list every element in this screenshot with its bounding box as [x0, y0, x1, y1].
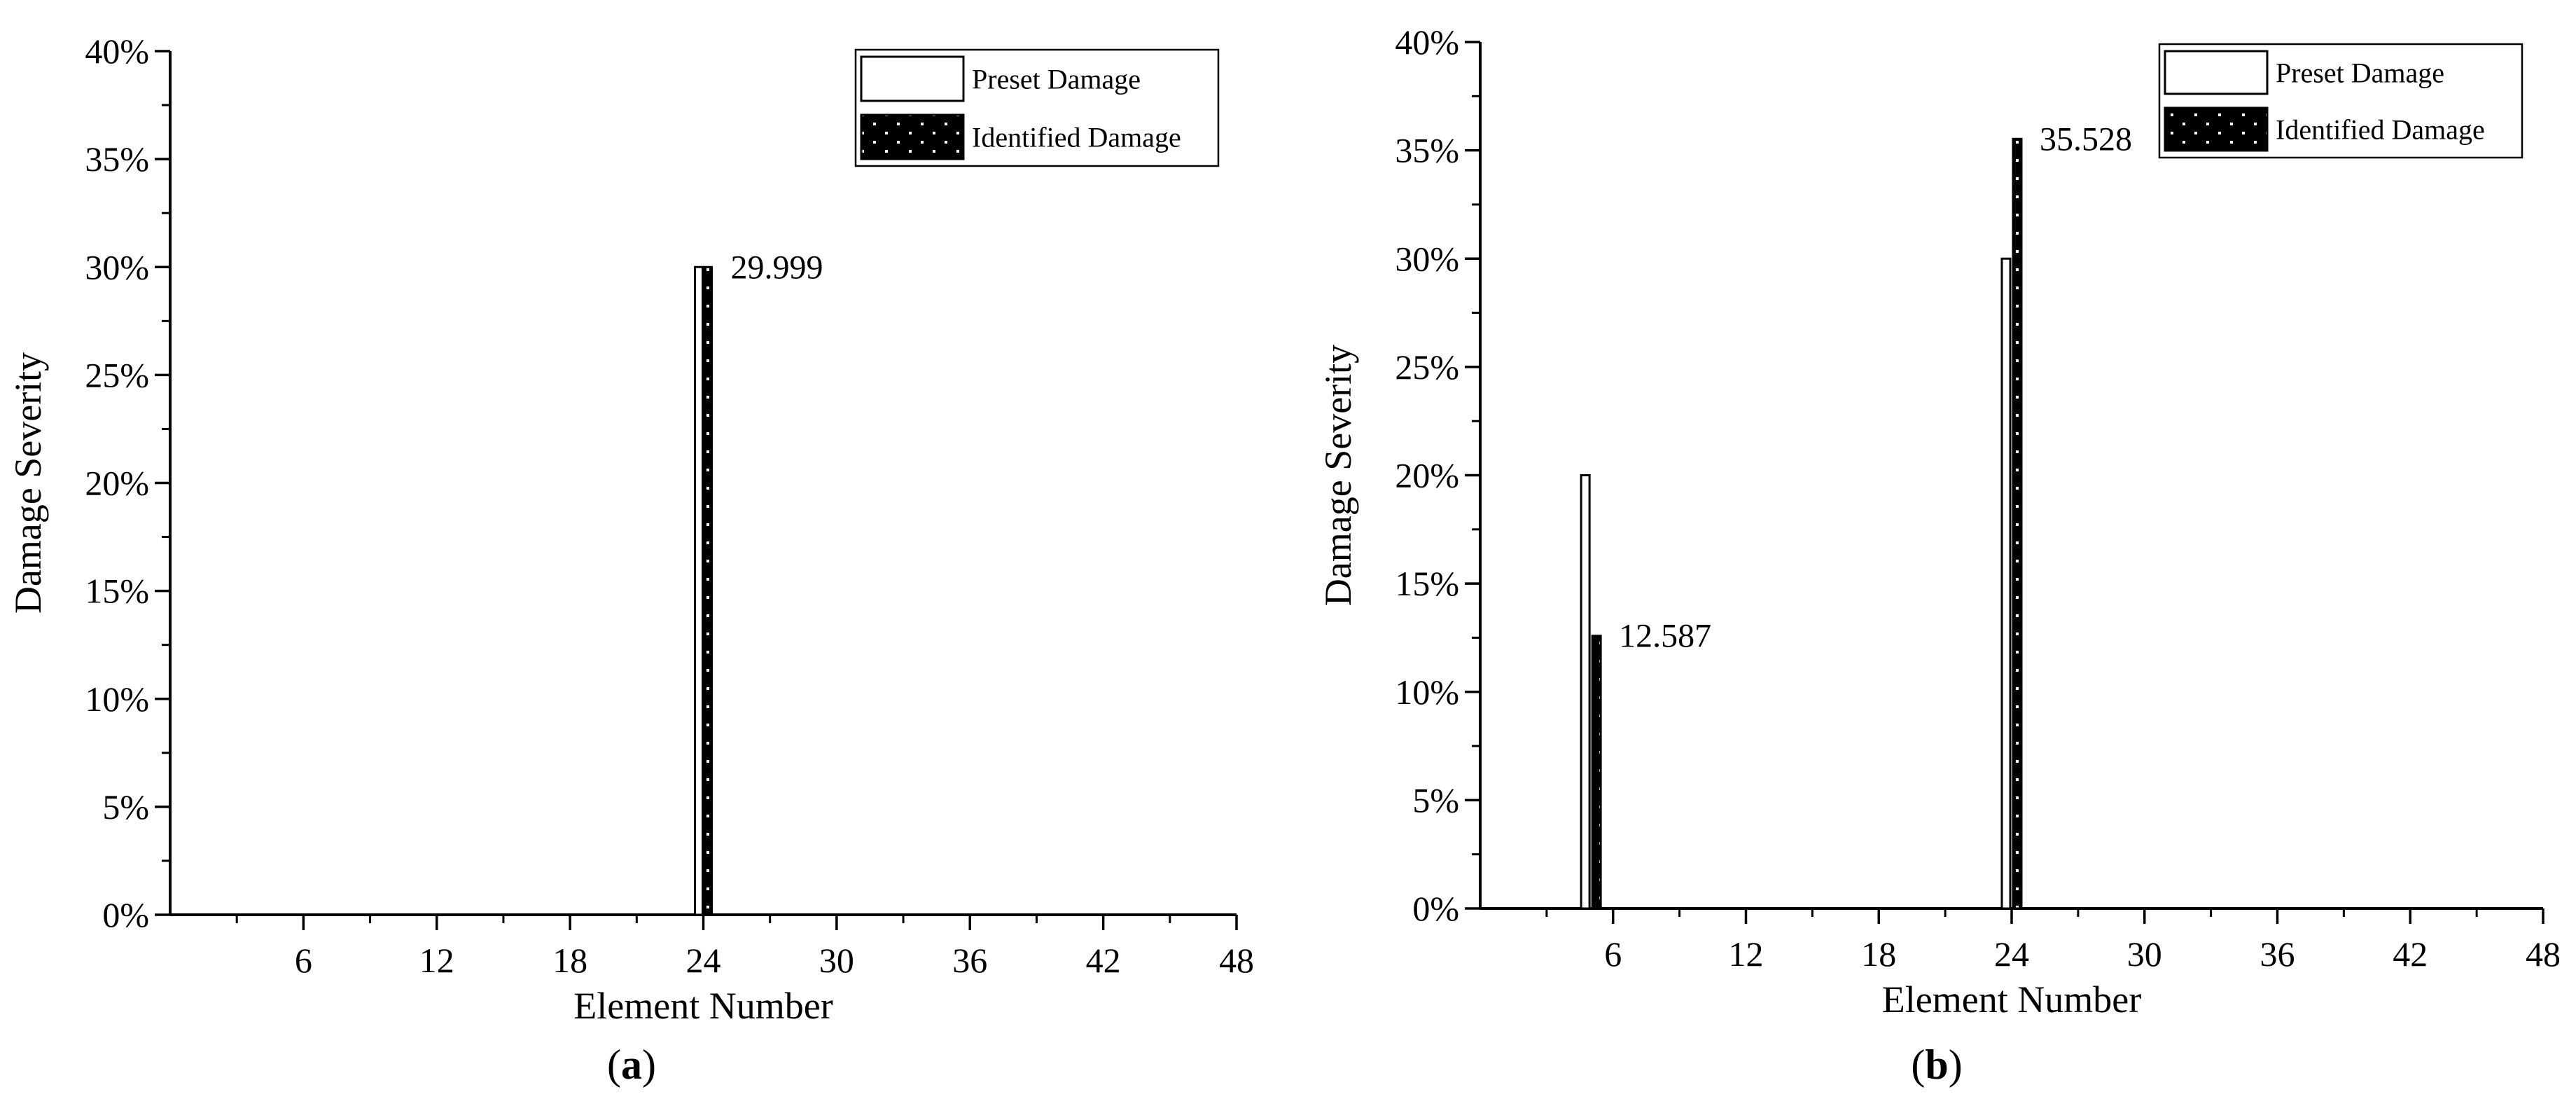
legend-swatch-identified — [2164, 106, 2269, 152]
data-label: 12.587 — [1619, 618, 1711, 655]
legend-swatch-preset — [2164, 50, 2269, 95]
legend-label: Preset Damage — [2276, 57, 2444, 89]
y-tick-label: 0% — [1412, 889, 1459, 928]
x-tick-label: 42 — [2393, 934, 2428, 974]
y-tick-label: 25% — [85, 355, 149, 394]
x-tick-label: 30 — [2127, 934, 2162, 974]
legend-label: Identified Damage — [2276, 114, 2485, 146]
y-tick-label: 0% — [102, 895, 149, 934]
y-tick-label: 35% — [1395, 131, 1459, 170]
y-tick-label: 5% — [1412, 780, 1459, 820]
y-tick-label: 10% — [1395, 672, 1459, 712]
y-tick-label: 20% — [1395, 456, 1459, 495]
bar-identified-damage — [703, 265, 713, 916]
y-tick-label: 30% — [85, 247, 149, 286]
x-tick-label: 36 — [2260, 934, 2295, 974]
bar-identified-damage — [1591, 635, 1602, 910]
chart-panel-b: 0% 5% 10% 15% 20% 25% 30% 35% 40% 6 12 18 24 30 36 42 48… — [1317, 22, 2561, 1088]
data-label: 35.528 — [2040, 120, 2132, 158]
x-tick-label: 6 — [1604, 934, 1622, 974]
bar-preset-damage — [2000, 257, 2012, 910]
y-tick-label: 25% — [1395, 347, 1459, 387]
data-label: 29.999 — [731, 249, 823, 286]
y-tick-label: 40% — [1395, 22, 1459, 62]
x-tick-label: 12 — [1729, 934, 1764, 974]
y-tick-label: 15% — [1395, 564, 1459, 603]
x-tick-label: 24 — [1994, 934, 2029, 974]
x-tick-label: 24 — [686, 941, 721, 980]
x-axis-title: Element Number — [1882, 979, 2141, 1021]
legend-swatch-preset — [860, 55, 965, 102]
legend-swatch-identified — [860, 113, 965, 160]
y-tick-label: 10% — [85, 679, 149, 719]
x-tick-label: 36 — [952, 941, 987, 980]
x-tick-label: 6 — [295, 941, 312, 980]
chart-panel-a: 0% 5% 10% 15% 20% 25% 30% 35% 40% 6 12 18 24 30 36 42 48… — [7, 32, 1254, 1088]
y-tick-label: 30% — [1395, 239, 1459, 278]
bar-identified-damage — [2012, 137, 2023, 910]
panel-caption: (a) — [607, 1042, 656, 1088]
x-tick-label: 30 — [819, 941, 854, 980]
bar-preset-damage — [694, 265, 704, 916]
x-tick-label: 42 — [1086, 941, 1121, 980]
x-tick-label: 48 — [1219, 941, 1254, 980]
legend-label: Preset Damage — [972, 64, 1141, 95]
x-tick-label: 18 — [552, 941, 587, 980]
x-axis-title: Element Number — [573, 985, 833, 1027]
y-tick-label: 40% — [85, 32, 149, 71]
x-tick-label: 18 — [1861, 934, 1896, 974]
y-tick-label: 5% — [102, 787, 149, 827]
x-tick-label: 12 — [419, 941, 454, 980]
panel-caption: (b) — [1911, 1042, 1962, 1088]
y-tick-label: 35% — [85, 139, 149, 179]
y-tick-label: 20% — [85, 464, 149, 503]
legend-label: Identified Damage — [972, 122, 1181, 153]
x-tick-label: 48 — [2526, 934, 2561, 974]
bar-preset-damage — [1580, 474, 1591, 910]
legend: Preset Damage Identified Damage — [854, 48, 1220, 167]
y-tick-label: 15% — [85, 572, 149, 611]
legend: Preset Damage Identified Damage — [2158, 43, 2523, 159]
y-axis-title: Damage Severity — [1317, 345, 1359, 606]
y-axis-title: Damage Severity — [7, 352, 49, 614]
